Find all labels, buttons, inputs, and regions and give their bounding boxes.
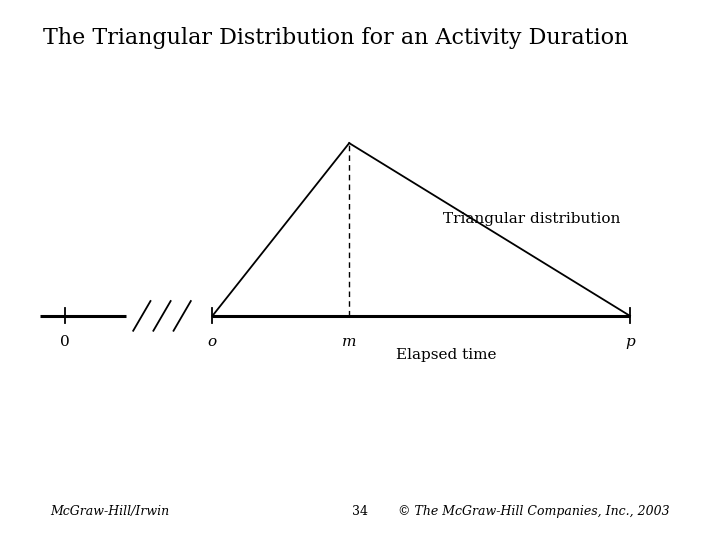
Text: p: p bbox=[625, 335, 635, 349]
Text: Elapsed time: Elapsed time bbox=[396, 348, 497, 362]
Text: © The McGraw-Hill Companies, Inc., 2003: © The McGraw-Hill Companies, Inc., 2003 bbox=[398, 505, 670, 518]
Text: 0: 0 bbox=[60, 335, 70, 349]
Text: Triangular distribution: Triangular distribution bbox=[443, 212, 620, 226]
Text: The Triangular Distribution for an Activity Duration: The Triangular Distribution for an Activ… bbox=[43, 27, 629, 49]
Text: o: o bbox=[208, 335, 217, 349]
Text: 34: 34 bbox=[352, 505, 368, 518]
Text: m: m bbox=[342, 335, 356, 349]
Text: McGraw-Hill/Irwin: McGraw-Hill/Irwin bbox=[50, 505, 169, 518]
